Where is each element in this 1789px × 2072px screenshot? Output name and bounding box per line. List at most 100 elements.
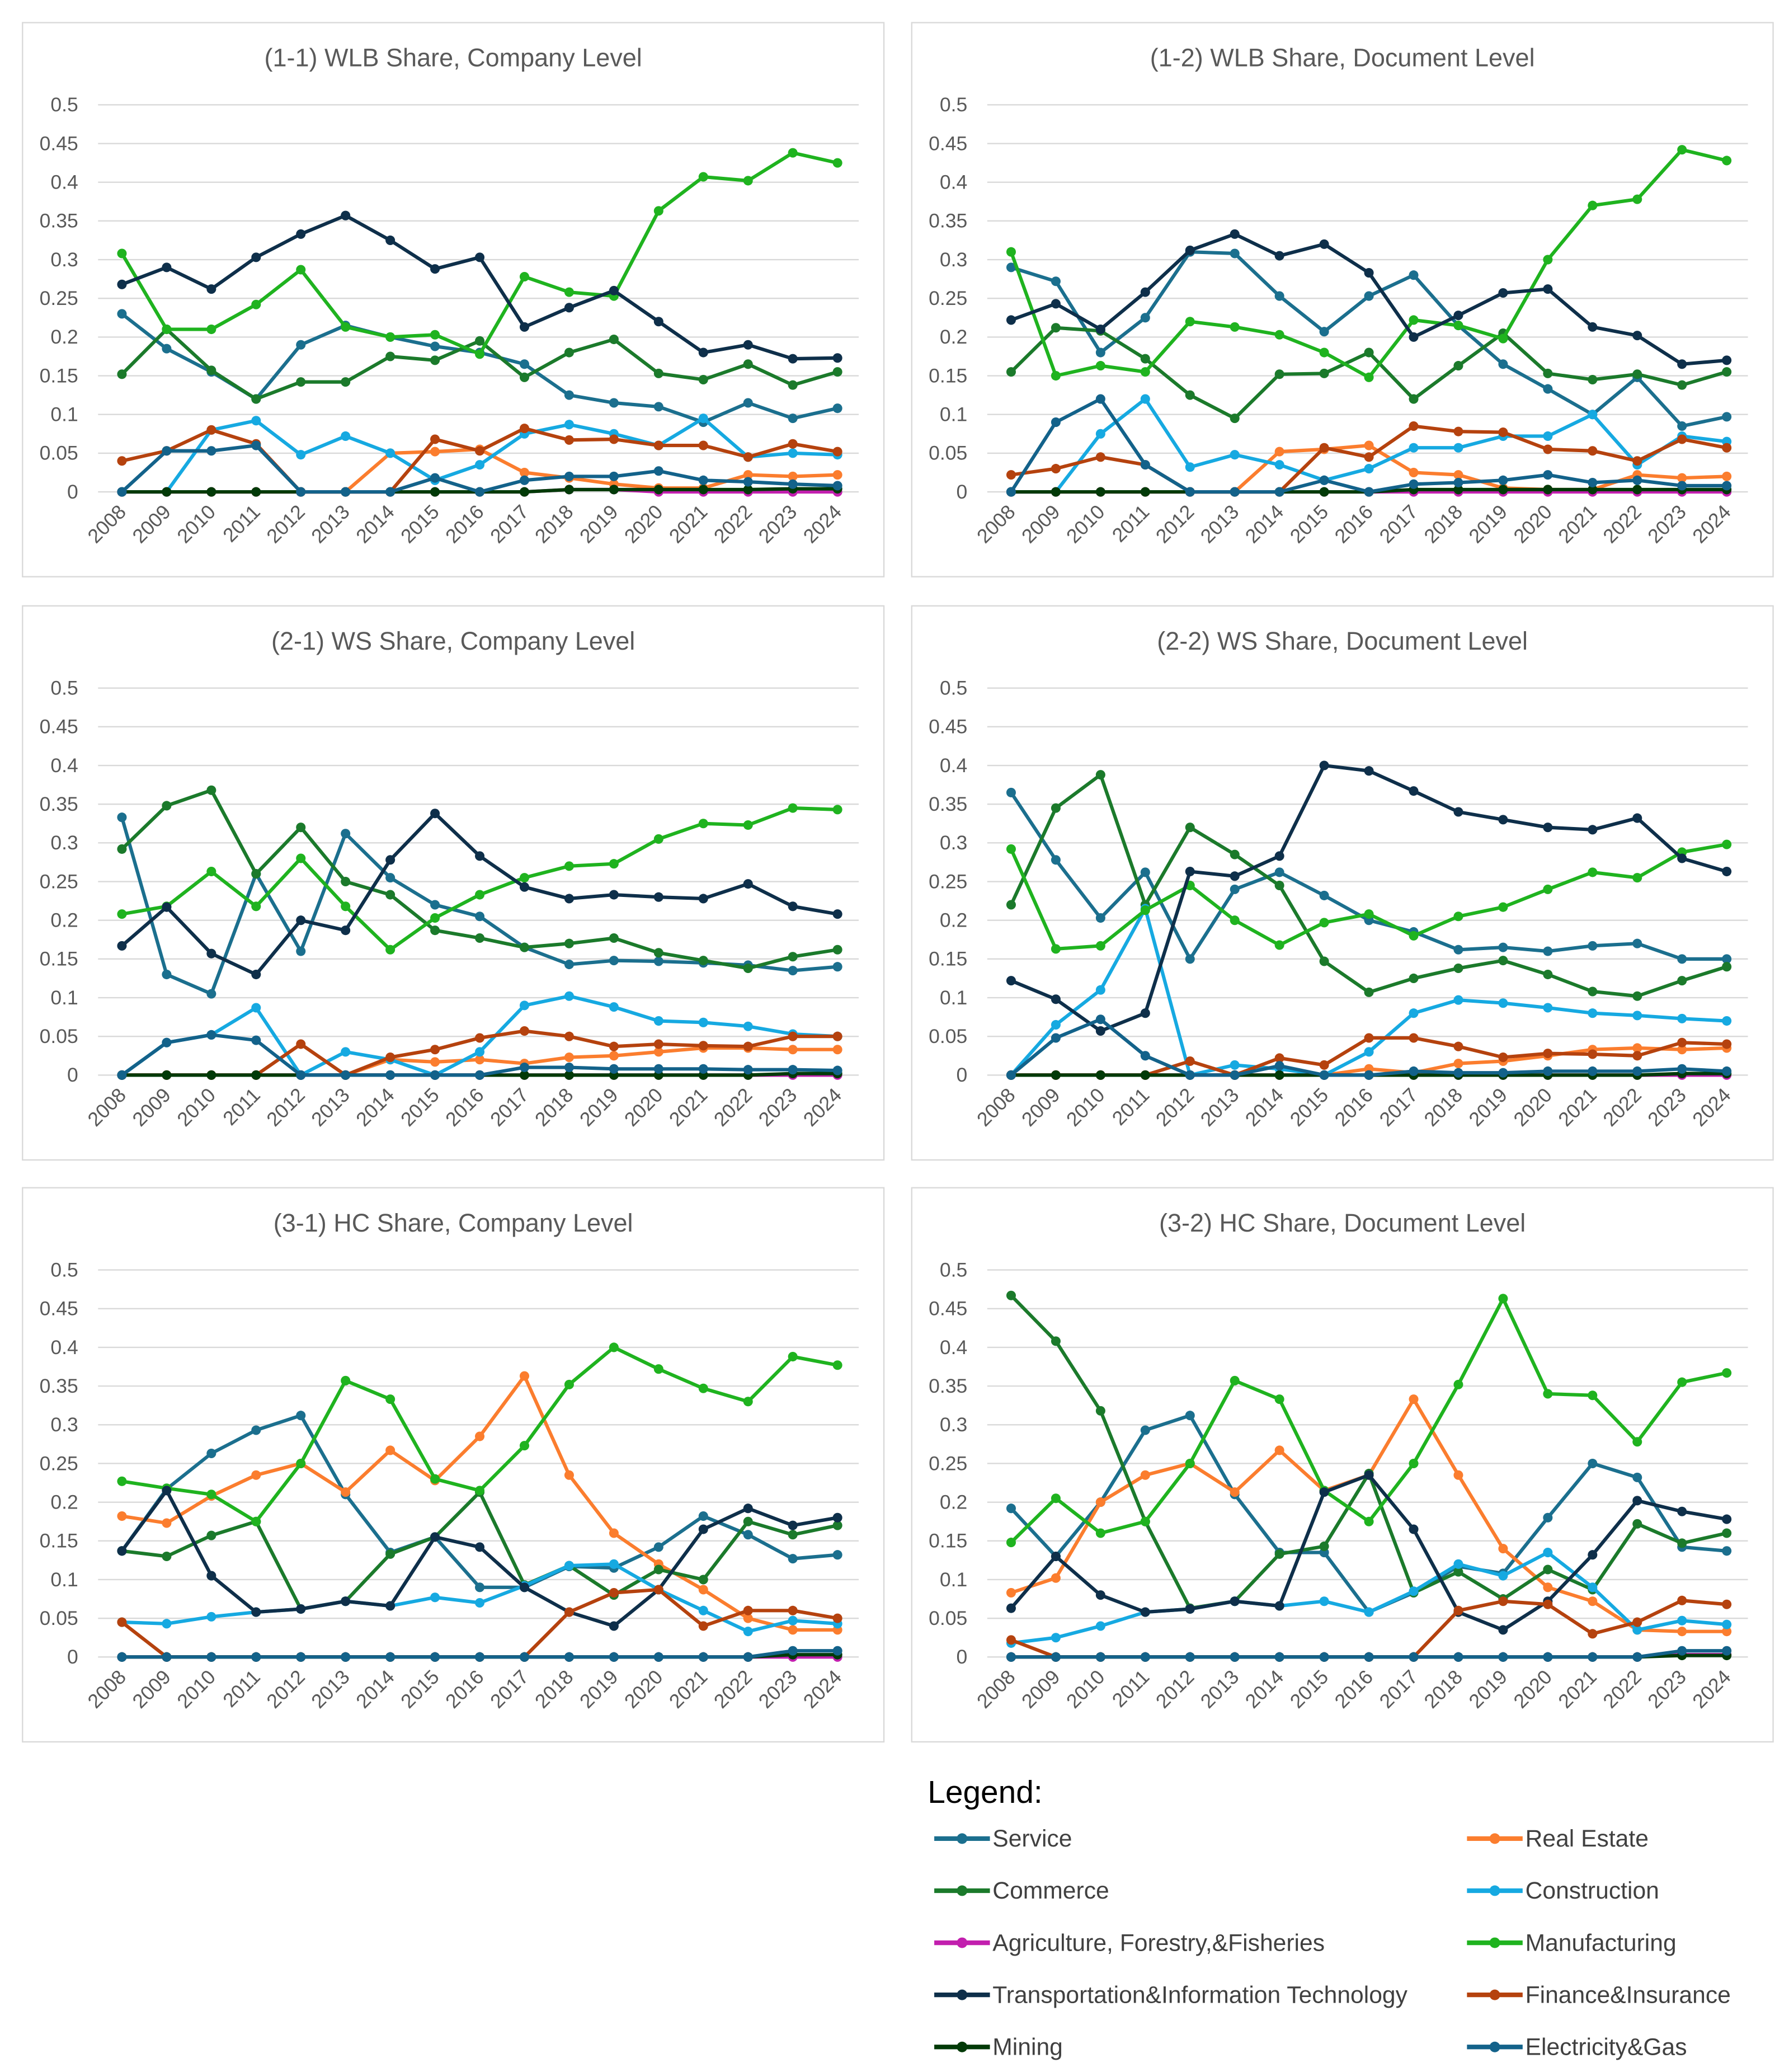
data-point: [1409, 1033, 1419, 1043]
data-point: [609, 335, 619, 345]
data-point: [341, 1070, 351, 1080]
y-tick-label: 0.35: [40, 1375, 78, 1397]
data-point: [1588, 485, 1598, 495]
series-electricity-gas: [117, 440, 842, 497]
data-point: [1051, 944, 1061, 954]
data-point: [1140, 460, 1150, 470]
data-point: [1051, 417, 1061, 427]
data-point: [609, 1342, 619, 1352]
data-point: [206, 1030, 216, 1040]
data-point: [1632, 938, 1642, 948]
data-point: [1588, 446, 1598, 456]
series-electricity-gas: [1006, 394, 1732, 497]
data-point: [475, 460, 485, 470]
y-tick-label: 0: [67, 1064, 78, 1086]
data-point: [1632, 1066, 1642, 1076]
data-point: [653, 402, 663, 412]
data-point: [296, 265, 306, 275]
data-point: [519, 1070, 530, 1080]
data-point: [653, 892, 663, 902]
data-point: [1632, 1519, 1642, 1529]
chart-title: (2-2) WS Share, Document Level: [1157, 627, 1528, 655]
data-point: [1632, 194, 1642, 204]
data-point: [832, 909, 842, 919]
data-point: [1364, 452, 1374, 462]
y-tick-label: 0.4: [50, 1336, 78, 1359]
y-tick-label: 0.05: [40, 1607, 78, 1629]
data-point: [1364, 347, 1374, 358]
data-point: [430, 1070, 440, 1080]
data-point: [1588, 477, 1598, 487]
data-point: [1588, 410, 1598, 420]
data-point: [653, 1016, 663, 1026]
data-point: [1677, 1013, 1687, 1023]
data-point: [1453, 1567, 1463, 1577]
data-point: [430, 330, 440, 340]
data-point: [385, 235, 396, 245]
data-point: [1409, 973, 1419, 983]
data-point: [162, 970, 172, 980]
data-point: [1185, 390, 1195, 400]
data-point: [519, 475, 530, 485]
data-point: [1588, 322, 1598, 332]
data-point: [1677, 145, 1687, 155]
data-point: [341, 925, 351, 936]
data-point: [1453, 470, 1463, 480]
y-tick-label: 0.3: [50, 1413, 78, 1436]
data-point: [1140, 905, 1150, 915]
data-point: [385, 487, 396, 497]
data-point: [341, 901, 351, 912]
data-point: [1230, 1652, 1240, 1662]
data-point: [1453, 1041, 1463, 1051]
data-point: [743, 1021, 753, 1031]
data-point: [788, 1554, 798, 1564]
data-point: [519, 322, 530, 332]
data-point: [162, 1518, 172, 1528]
data-point: [788, 439, 798, 449]
data-point: [1722, 1528, 1732, 1538]
legend: Legend: Service Real Estate Commerce Constru…: [928, 1775, 1731, 2061]
series-commerce: [1006, 323, 1732, 424]
data-point: [832, 1550, 842, 1560]
y-tick-label: 0.05: [40, 1025, 78, 1047]
data-point: [385, 1549, 396, 1559]
data-point: [1051, 276, 1061, 286]
legend-item: Transportation&Information Technology: [934, 1981, 1408, 2008]
data-point: [1274, 851, 1284, 861]
legend-label: Electricity&Gas: [1526, 2033, 1687, 2060]
data-point: [1543, 823, 1553, 833]
data-point: [1409, 421, 1419, 431]
data-point: [1319, 1596, 1329, 1606]
series-service: [1006, 247, 1732, 431]
data-point: [1364, 372, 1374, 382]
data-point: [1185, 1652, 1195, 1662]
data-point: [1632, 1437, 1642, 1447]
data-point: [1230, 248, 1240, 259]
data-point: [1409, 394, 1419, 404]
data-point: [653, 368, 663, 378]
data-point: [475, 1070, 485, 1080]
legend-marker: [1489, 1989, 1500, 2000]
legend-marker: [957, 1833, 968, 1844]
data-point: [1543, 970, 1553, 980]
data-point: [1409, 315, 1419, 325]
data-point: [519, 424, 530, 434]
y-tick-label: 0.15: [40, 1530, 78, 1552]
data-point: [1230, 849, 1240, 859]
data-point: [1095, 361, 1105, 371]
data-point: [1498, 1068, 1508, 1078]
data-point: [788, 1625, 798, 1635]
data-point: [117, 456, 127, 466]
data-point: [1140, 354, 1150, 364]
data-point: [1677, 1538, 1687, 1548]
data-point: [1006, 247, 1016, 257]
y-tick-label: 0.35: [40, 210, 78, 232]
data-point: [1230, 1060, 1240, 1070]
data-point: [1319, 368, 1329, 378]
data-point: [609, 1041, 619, 1051]
data-point: [1677, 1615, 1687, 1625]
data-point: [1051, 855, 1061, 865]
data-point: [698, 1605, 708, 1615]
data-point: [1588, 1629, 1598, 1639]
data-point: [1677, 359, 1687, 369]
